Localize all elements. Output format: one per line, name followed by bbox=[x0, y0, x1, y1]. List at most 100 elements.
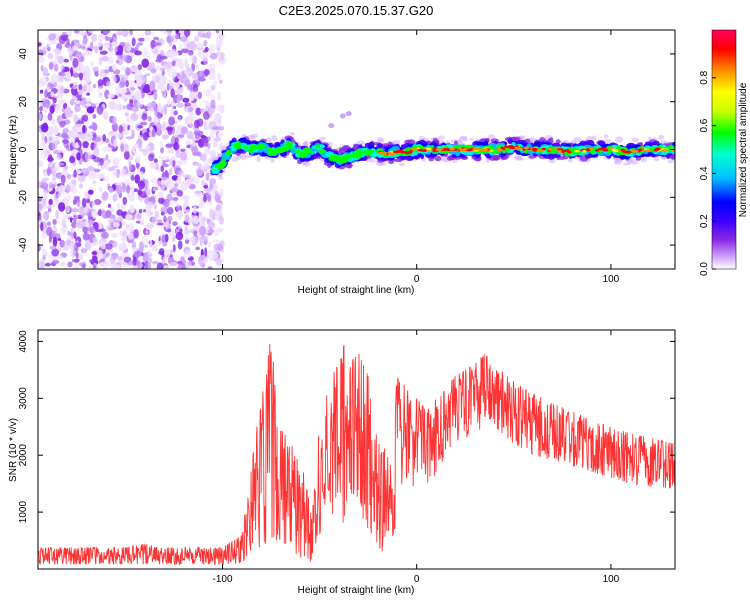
spectrogram-signal-blob bbox=[653, 157, 660, 162]
spectrogram-noise-blob bbox=[71, 258, 75, 263]
spectrogram-noise-blob bbox=[46, 226, 53, 237]
spectrogram-noise-blob bbox=[75, 123, 82, 132]
spectrogram-noise-blob bbox=[137, 260, 142, 269]
spectrogram-noise-blob bbox=[101, 146, 110, 153]
spectrogram-noise-blob bbox=[175, 203, 181, 208]
spectrogram-noise-blob bbox=[86, 106, 95, 114]
spectrogram-noise-blob bbox=[135, 43, 140, 49]
spectrogram-noise-blob bbox=[180, 126, 188, 135]
spectrogram-peak-blob bbox=[611, 148, 618, 152]
spectrogram-noise-blob bbox=[71, 45, 79, 52]
spectrogram-noise-blob bbox=[91, 251, 97, 255]
spectrogram-signal-blob bbox=[446, 156, 454, 161]
spectrogram-noise-blob bbox=[192, 72, 199, 79]
spectrogram-noise-blob bbox=[43, 104, 50, 109]
spectrogram-noise-blob bbox=[72, 72, 79, 78]
spectrogram-noise-blob bbox=[92, 83, 97, 89]
spectrogram-noise-blob bbox=[112, 63, 117, 72]
spectrogram-noise-blob bbox=[128, 161, 132, 172]
spectrogram-noise-blob bbox=[58, 184, 66, 194]
spectrogram-noise-blob bbox=[120, 143, 125, 153]
spectrogram-noise-blob bbox=[172, 197, 179, 201]
spectrogram-peak-blob bbox=[661, 149, 668, 152]
spectrogram-noise-blob bbox=[77, 173, 85, 183]
spectrogram-noise-blob bbox=[191, 215, 197, 220]
spectrogram-noise-blob bbox=[150, 100, 157, 108]
spectrogram-noise-blob bbox=[202, 192, 209, 196]
spectrogram-noise-blob bbox=[112, 222, 120, 228]
spectrogram-noise-blob bbox=[126, 47, 132, 52]
snr-x-axis-label: Height of straight line (km) bbox=[298, 585, 415, 596]
spectrogram-noise-blob bbox=[188, 106, 194, 113]
spectrogram-noise-blob bbox=[160, 206, 168, 215]
spectrogram-noise-blob bbox=[55, 52, 59, 61]
spectrogram-noise-blob bbox=[156, 222, 164, 226]
spectrogram-noise-blob bbox=[54, 125, 59, 135]
spectrogram-noise-blob bbox=[158, 248, 165, 256]
spectrogram-noise-blob bbox=[144, 30, 152, 36]
spectrogram-noise-blob bbox=[185, 63, 190, 72]
spectrogram-signal-blob bbox=[658, 134, 665, 140]
spectrogram-noise-blob bbox=[139, 121, 148, 126]
spectrogram-noise-blob bbox=[67, 261, 73, 268]
spectrogram-noise-blob bbox=[188, 183, 196, 190]
spectrogram-noise-blob bbox=[38, 197, 43, 202]
spectrogram-noise-blob bbox=[92, 122, 98, 131]
spectrogram-peak-blob bbox=[399, 149, 404, 153]
spectrogram-noise-blob bbox=[170, 231, 177, 236]
spectrogram-signal-blob bbox=[231, 156, 239, 162]
spectrogram-noise-blob bbox=[80, 248, 88, 253]
spectrogram-noise-blob bbox=[83, 227, 91, 232]
spectrogram-noise-blob bbox=[47, 208, 52, 213]
spectrogram-noise-blob bbox=[99, 50, 108, 55]
spectrogram-noise-blob bbox=[103, 160, 110, 170]
spectrogram-noise-blob bbox=[116, 32, 123, 36]
spectrogram-noise-blob bbox=[74, 103, 81, 113]
spectrogram-noise-blob bbox=[60, 65, 65, 71]
spectrogram-noise-blob bbox=[92, 255, 98, 262]
spectrogram-noise-blob bbox=[201, 179, 206, 186]
spectrogram-noise-blob bbox=[189, 123, 195, 127]
spectrogram-noise-blob bbox=[217, 114, 223, 120]
spectrogram-noise-blob bbox=[160, 186, 165, 191]
spectrogram-noise-blob bbox=[111, 232, 119, 238]
spectrogram-noise-blob bbox=[165, 143, 173, 148]
spectrogram-noise-blob bbox=[218, 176, 224, 180]
spectrogram-noise-blob bbox=[42, 46, 47, 56]
spectrogram-noise-blob bbox=[84, 205, 90, 214]
spectrogram-noise-blob bbox=[159, 141, 163, 149]
spectrogram-noise-blob bbox=[78, 148, 83, 155]
spectrogram-noise-blob bbox=[52, 218, 57, 225]
spectrogram-noise-blob bbox=[153, 204, 158, 210]
spectrogram-signal-blob bbox=[640, 157, 647, 163]
spectrogram-noise-blob bbox=[126, 136, 133, 140]
spectrogram-noise-blob bbox=[53, 194, 58, 202]
spectrogram-noise-blob bbox=[100, 244, 106, 250]
spectrogram-noise-blob bbox=[125, 184, 131, 194]
spectrogram-noise-blob bbox=[118, 216, 123, 220]
spectrogram-noise-blob bbox=[172, 236, 176, 243]
spectrogram-signal-blob bbox=[318, 148, 326, 154]
spectrogram-noise-blob bbox=[129, 106, 136, 111]
spectrogram-noise-blob bbox=[104, 210, 112, 219]
spectrogram-noise-blob bbox=[83, 35, 88, 45]
spectrogram-noise-blob bbox=[62, 128, 69, 134]
spectrogram-noise-blob bbox=[204, 247, 208, 257]
spectrogram-noise-blob bbox=[167, 99, 171, 107]
spectrogram-noise-blob bbox=[218, 210, 223, 214]
spectrogram-noise-blob bbox=[163, 93, 167, 99]
spectrogram-noise-blob bbox=[145, 187, 150, 196]
spectrogram-noise-blob bbox=[102, 134, 107, 142]
spectrogram-noise-blob bbox=[90, 142, 95, 151]
spectrogram-noise-blob bbox=[93, 137, 102, 142]
spectrogram-noise-blob bbox=[59, 120, 66, 127]
spectrogram-noise-blob bbox=[125, 42, 131, 48]
spectrogram-noise-blob bbox=[189, 236, 196, 243]
spectrogram-noise-blob bbox=[84, 69, 90, 80]
spectrogram-peak-blob bbox=[523, 146, 530, 150]
spectrogram-noise-blob bbox=[184, 149, 189, 155]
spectrogram-noise-blob bbox=[120, 203, 126, 211]
spectrogram-noise-blob bbox=[38, 243, 41, 252]
spectrogram-noise-blob bbox=[93, 222, 99, 230]
chart-title: C2E3.2025.070.15.37.G20 bbox=[279, 3, 434, 18]
